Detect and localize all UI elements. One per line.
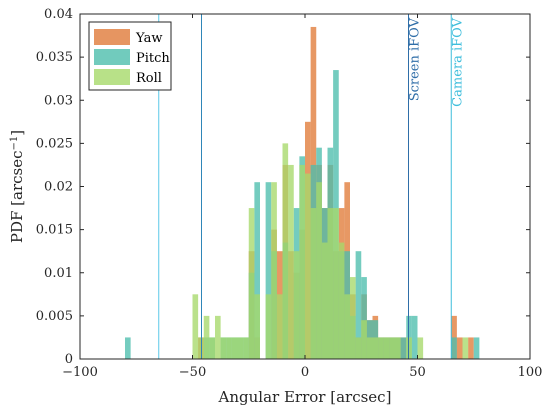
- y-tick-label-8: 0.04: [44, 7, 73, 22]
- series-roll: [192, 143, 469, 359]
- x-tick-label-1: −50: [179, 365, 206, 380]
- y-tick-label-6: 0.03: [44, 93, 73, 108]
- reference-line-label-2: Screen iFOV: [408, 17, 423, 101]
- bar-roll-11: [254, 294, 260, 359]
- bar-roll-37: [417, 337, 424, 359]
- y-tick-label-1: 0.005: [36, 309, 73, 324]
- bar-roll-19: [305, 173, 311, 359]
- bar-roll-10: [248, 208, 255, 359]
- bar-roll-34: [389, 337, 395, 359]
- legend-label-roll: Roll: [136, 71, 162, 86]
- bar-roll-20: [310, 208, 317, 359]
- y-axis-label-suffix: ]: [8, 130, 26, 136]
- legend-swatch-yaw: [94, 29, 130, 45]
- bar-roll-9: [243, 337, 249, 359]
- bar-roll-15: [282, 143, 289, 359]
- plot-area: [125, 26, 480, 359]
- bar-yaw-28: [456, 337, 463, 359]
- bar-roll-8: [237, 337, 244, 359]
- y-tick-label-7: 0.035: [36, 50, 73, 65]
- bar-roll-1: [198, 337, 204, 359]
- legend-label-pitch: Pitch: [136, 51, 170, 66]
- y-tick-label-3: 0.015: [36, 223, 73, 238]
- x-tick-label-2: 0: [301, 365, 309, 380]
- bar-roll-35: [395, 337, 401, 359]
- y-tick-label-4: 0.02: [44, 180, 73, 195]
- x-axis-label: Angular Error [arcsec]: [218, 388, 392, 406]
- bar-pitch-35: [473, 337, 480, 359]
- bar-roll-7: [231, 337, 238, 359]
- tick-marks: −100 −50 0 50 100 0 0.005 0.01 0.015 0.02 0.025 0.0…: [36, 7, 543, 380]
- bar-pitch-34: [451, 337, 457, 359]
- bar-roll-17: [293, 251, 300, 359]
- bar-roll-6: [226, 337, 232, 359]
- y-axis-label-main: PDF [arcsec: [8, 150, 26, 243]
- bar-roll-25: [338, 242, 345, 359]
- bar-roll-33: [383, 337, 390, 359]
- bar-roll-23: [327, 208, 334, 359]
- y-tick-label-5: 0.025: [36, 136, 73, 151]
- bar-roll-26: [344, 294, 350, 359]
- bar-roll-5: [220, 337, 227, 359]
- bar-roll-12: [265, 294, 272, 359]
- bar-roll-18: [299, 164, 305, 359]
- bar-roll-14: [276, 294, 283, 359]
- bar-roll-32: [378, 337, 384, 359]
- bar-pitch-9: [254, 182, 260, 359]
- bar-roll-3: [209, 337, 215, 359]
- x-tick-label-0: −100: [62, 365, 98, 380]
- bar-pitch-0: [125, 337, 131, 359]
- bar-roll-22: [321, 242, 328, 359]
- bar-roll-36: [406, 337, 412, 359]
- bar-roll-29: [361, 320, 367, 359]
- x-tick-label-4: 100: [518, 365, 543, 380]
- bar-roll-4: [215, 315, 221, 359]
- reference-lines: Screen iFOV Camera iFOV: [158, 14, 465, 359]
- reference-line-label-3: Camera iFOV: [450, 17, 465, 106]
- bar-roll-21: [316, 182, 322, 359]
- bar-pitch-10: [265, 182, 272, 359]
- bar-pitch-31: [400, 337, 407, 359]
- y-axis-label: PDF [arcsec−1]: [8, 130, 26, 243]
- bar-roll-31: [372, 337, 379, 359]
- bar-pitch-23: [355, 251, 362, 359]
- legend-swatch-pitch: [94, 49, 130, 65]
- bar-roll-24: [333, 208, 339, 359]
- bar-roll-13: [271, 182, 277, 359]
- bar-roll-0: [192, 294, 199, 359]
- bar-roll-28: [355, 337, 362, 359]
- legend-swatch-roll: [94, 69, 130, 85]
- y-axis-label-superscript: −1: [9, 136, 20, 151]
- bar-roll-38: [462, 337, 469, 359]
- x-tick-label-3: 50: [409, 365, 426, 380]
- bar-pitch-33: [411, 315, 418, 359]
- bar-roll-27: [350, 277, 356, 359]
- y-tick-label-2: 0.01: [44, 266, 73, 281]
- bar-roll-30: [366, 337, 373, 359]
- legend: Yaw Pitch Roll: [88, 21, 172, 91]
- y-tick-label-0: 0: [65, 352, 73, 367]
- legend-label-yaw: Yaw: [135, 31, 162, 46]
- bar-roll-2: [203, 315, 210, 359]
- bar-pitch-24: [361, 277, 367, 359]
- bar-yaw-29: [468, 337, 474, 359]
- bar-roll-16: [288, 164, 294, 359]
